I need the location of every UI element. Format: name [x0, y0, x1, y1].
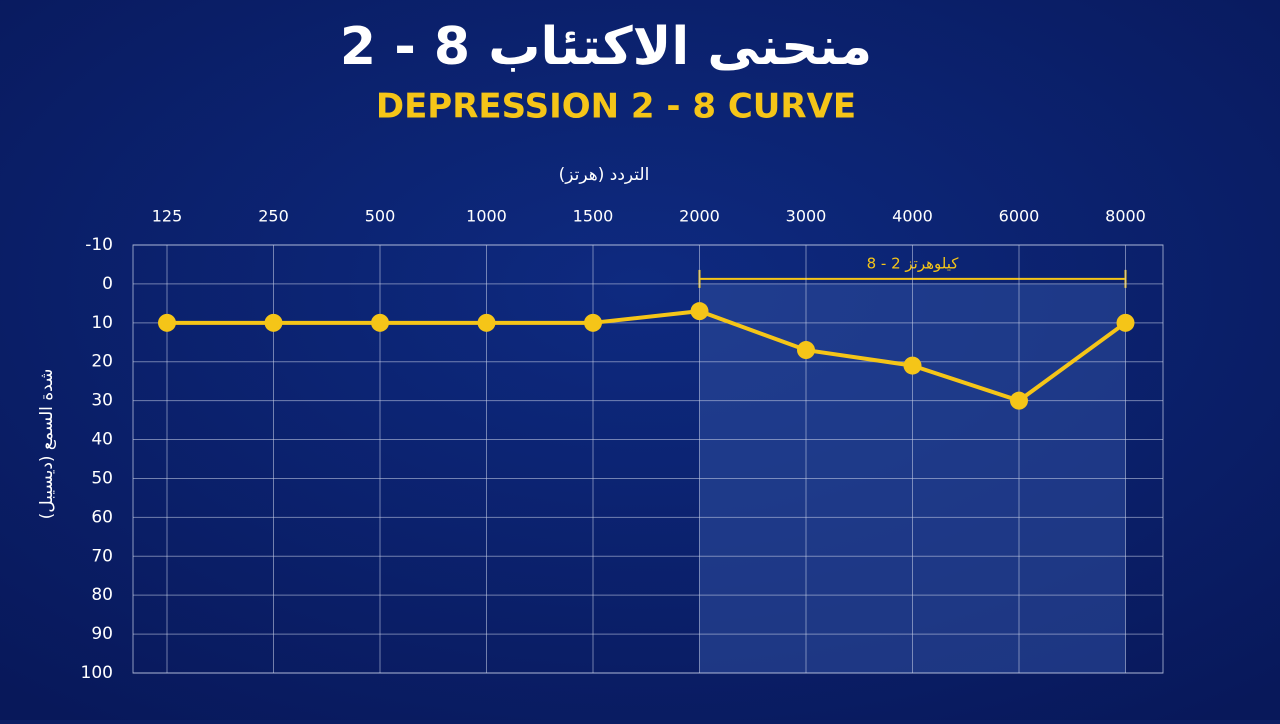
x-tick-label: 3000	[786, 207, 827, 226]
y-tick-label: 30	[91, 391, 113, 411]
data-point	[158, 313, 176, 332]
data-point	[797, 341, 815, 360]
chart-subtitle: DEPRESSION 2 - 8 CURVE	[376, 87, 856, 127]
data-line	[167, 309, 1127, 403]
y-tick-label: 50	[91, 468, 113, 488]
data-point	[690, 302, 709, 321]
data-point	[1116, 313, 1135, 332]
y-tick-label: 60	[91, 507, 113, 527]
y-tick-label: 100	[81, 663, 113, 683]
x-tick-label: 500	[365, 207, 396, 226]
y-tick-label: 70	[91, 546, 113, 566]
x-tick-label: 6000	[999, 207, 1040, 226]
x-axis-label: التردد (هرتز)	[559, 165, 650, 185]
x-tick-label: 1000	[466, 207, 507, 226]
y-tick-label: -10	[85, 235, 113, 255]
x-tick-label: 2000	[679, 207, 720, 226]
chart-title: منحنى الاكتئاب 8 - 2	[340, 17, 872, 77]
y-tick-label: 20	[91, 352, 113, 372]
data-point	[371, 313, 389, 332]
x-tick-label: 4000	[892, 207, 933, 226]
x-tick-label: 125	[152, 207, 183, 226]
y-tick-label: 10	[91, 313, 113, 333]
data-point	[477, 313, 496, 332]
y-tick-label: 80	[91, 585, 113, 605]
x-tick-label: 250	[258, 207, 289, 226]
x-tick-label: 1500	[573, 207, 614, 226]
y-tick-label: 90	[91, 624, 113, 644]
data-point	[903, 356, 922, 375]
data-point	[1010, 391, 1028, 410]
x-tick-label: 8000	[1105, 207, 1146, 226]
data-point	[584, 313, 602, 332]
y-tick-label: 0	[102, 274, 113, 294]
y-tick-label: 40	[91, 430, 113, 450]
data-point	[264, 313, 283, 332]
plot-frame	[132, 244, 1164, 674]
y-axis-label: شدة السمع (ديسيبل)	[37, 369, 57, 520]
